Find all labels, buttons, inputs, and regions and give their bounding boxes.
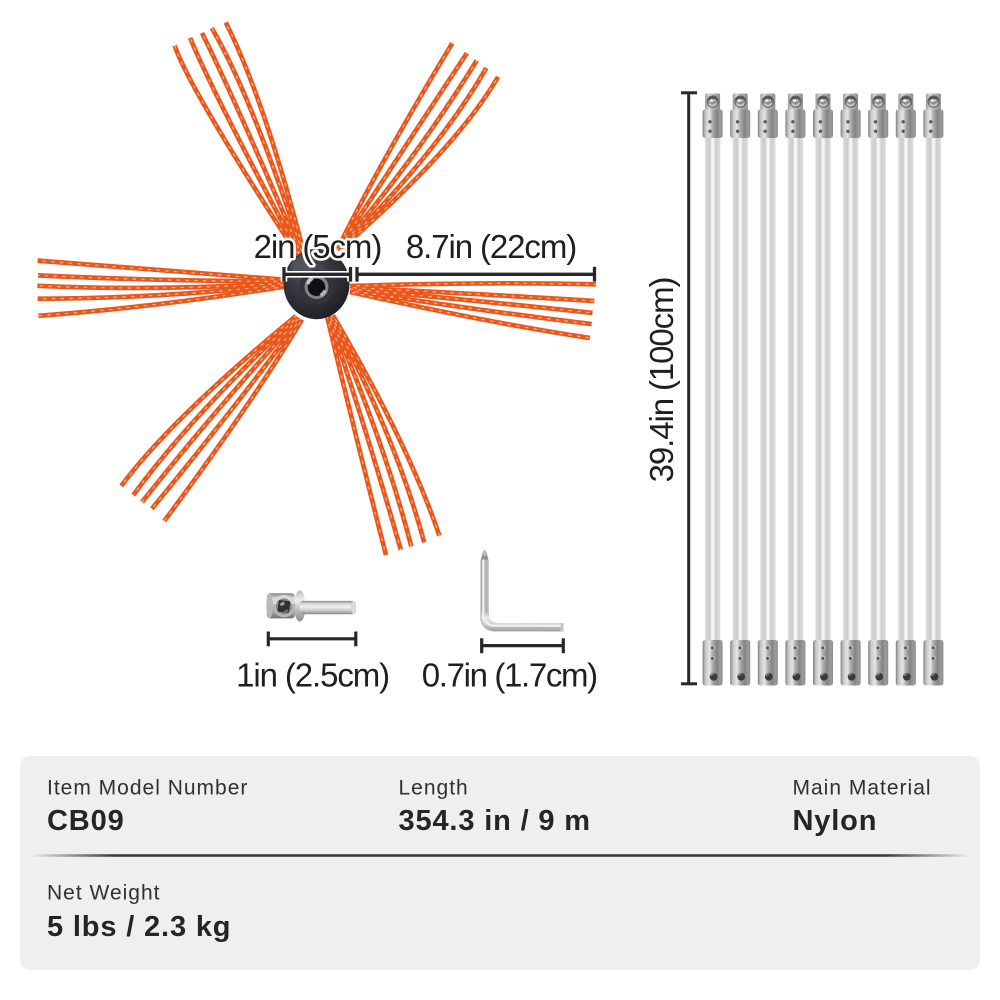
svg-text:5 lbs / 2.3 kg: 5 lbs / 2.3 kg: [47, 911, 231, 943]
svg-text:CB09: CB09: [47, 805, 125, 837]
svg-text:Item Model Number: Item Model Number: [47, 777, 248, 800]
svg-text:Net Weight: Net Weight: [47, 882, 161, 905]
svg-text:8.7in (22cm): 8.7in (22cm): [406, 228, 576, 265]
svg-text:354.3 in / 9 m: 354.3 in / 9 m: [399, 805, 591, 837]
svg-text:Main Material: Main Material: [793, 777, 932, 800]
svg-text:Length: Length: [399, 777, 469, 800]
svg-text:Nylon: Nylon: [793, 805, 878, 837]
svg-text:0.7in (1.7cm): 0.7in (1.7cm): [422, 657, 597, 694]
svg-text:39.4in (100cm): 39.4in (100cm): [643, 278, 680, 483]
svg-text:1in (2.5cm): 1in (2.5cm): [236, 657, 389, 694]
svg-text:2in (5cm): 2in (5cm): [254, 228, 382, 265]
